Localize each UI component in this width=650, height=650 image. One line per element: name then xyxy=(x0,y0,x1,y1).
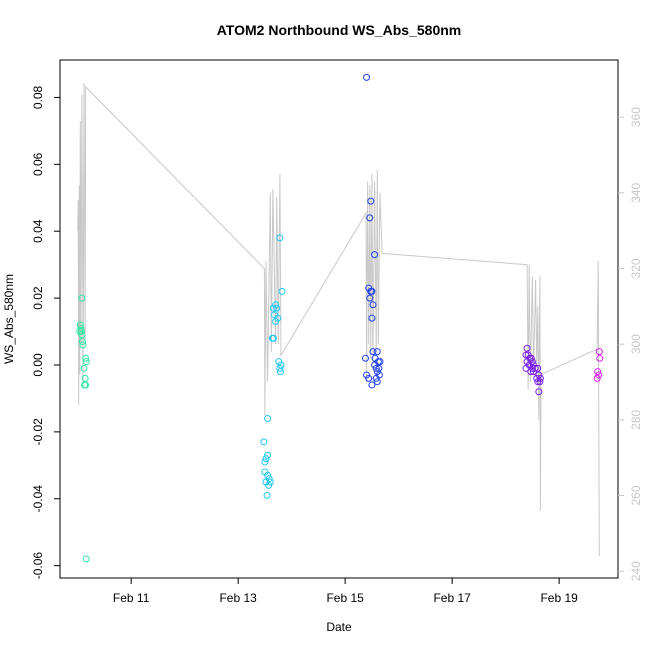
point xyxy=(536,378,544,386)
point xyxy=(366,214,374,222)
point xyxy=(278,287,286,295)
point xyxy=(77,324,85,332)
point xyxy=(596,354,604,362)
point xyxy=(264,414,272,422)
point xyxy=(264,451,272,459)
point xyxy=(77,328,85,336)
point xyxy=(265,475,273,483)
point xyxy=(78,331,86,339)
x-tick-label: Feb 15 xyxy=(326,591,364,605)
x-tick-label: Feb 17 xyxy=(433,591,471,605)
point xyxy=(78,338,86,346)
plot-frame xyxy=(59,59,619,579)
y2-tick-label: 240 xyxy=(629,561,643,581)
point xyxy=(373,348,381,356)
point xyxy=(78,294,86,302)
point xyxy=(376,358,384,366)
point xyxy=(372,364,380,372)
point xyxy=(375,364,383,372)
y-tick-label: 0.02 xyxy=(31,286,45,310)
point xyxy=(366,294,374,302)
point xyxy=(367,197,375,205)
point xyxy=(81,374,89,382)
point xyxy=(595,348,603,356)
point xyxy=(373,378,381,386)
y-tick-label: 0.04 xyxy=(31,219,45,243)
point xyxy=(272,318,280,326)
point xyxy=(363,73,371,81)
y2-tick-label: 260 xyxy=(629,485,643,505)
point xyxy=(276,234,284,242)
point xyxy=(534,364,542,372)
point xyxy=(276,364,284,372)
x-tick-label: Feb 11 xyxy=(113,591,150,605)
point xyxy=(529,368,537,376)
point xyxy=(531,364,539,372)
point xyxy=(372,374,380,382)
point xyxy=(82,381,90,389)
y-axis-label: WS_Abs_580nm xyxy=(2,274,16,364)
point xyxy=(266,478,274,486)
point xyxy=(535,388,543,396)
point xyxy=(269,334,277,342)
point xyxy=(369,348,377,356)
y-tick-label: -0.02 xyxy=(31,418,45,446)
y2-tick-label: 360 xyxy=(629,107,643,127)
point xyxy=(523,344,531,352)
point xyxy=(260,438,268,446)
point xyxy=(361,354,369,362)
y-tick-label: -0.04 xyxy=(31,485,45,513)
point xyxy=(368,381,376,389)
point xyxy=(273,304,281,312)
x-tick-label: Feb 13 xyxy=(219,591,257,605)
point xyxy=(371,251,379,259)
x-axis-label: Date xyxy=(326,620,352,634)
point xyxy=(529,361,537,369)
y-tick-label: 0.08 xyxy=(31,85,45,109)
point xyxy=(263,491,271,499)
y2-tick-label: 300 xyxy=(629,334,643,354)
point xyxy=(593,374,601,382)
point xyxy=(527,368,535,376)
point xyxy=(277,361,285,369)
line xyxy=(77,83,600,557)
point xyxy=(594,368,602,376)
point xyxy=(528,364,536,372)
y-tick-label: 0.06 xyxy=(31,152,45,176)
point xyxy=(76,321,84,329)
point xyxy=(368,287,376,295)
y2-tick-label: 340 xyxy=(629,182,643,202)
point xyxy=(371,361,379,369)
point xyxy=(262,455,270,463)
y-tick-label: -0.06 xyxy=(31,552,45,580)
point xyxy=(80,364,88,372)
x-tick-label: Feb 19 xyxy=(540,591,578,605)
point xyxy=(527,354,535,362)
point xyxy=(82,555,90,563)
point xyxy=(365,374,373,382)
chart-title: ATOM2 Northbound WS_Abs_580nm xyxy=(217,22,462,38)
y-tick-label: 0.00 xyxy=(31,353,45,377)
y2-tick-label: 280 xyxy=(629,410,643,430)
point xyxy=(79,341,87,349)
point xyxy=(265,481,273,489)
point xyxy=(82,354,90,362)
point xyxy=(369,301,377,309)
point xyxy=(264,471,272,479)
point xyxy=(269,304,277,312)
point xyxy=(534,378,542,386)
point xyxy=(82,358,90,366)
point xyxy=(276,368,284,376)
point xyxy=(368,314,376,322)
point xyxy=(595,371,603,379)
point xyxy=(261,458,269,466)
y2-tick-label: 320 xyxy=(629,258,643,278)
